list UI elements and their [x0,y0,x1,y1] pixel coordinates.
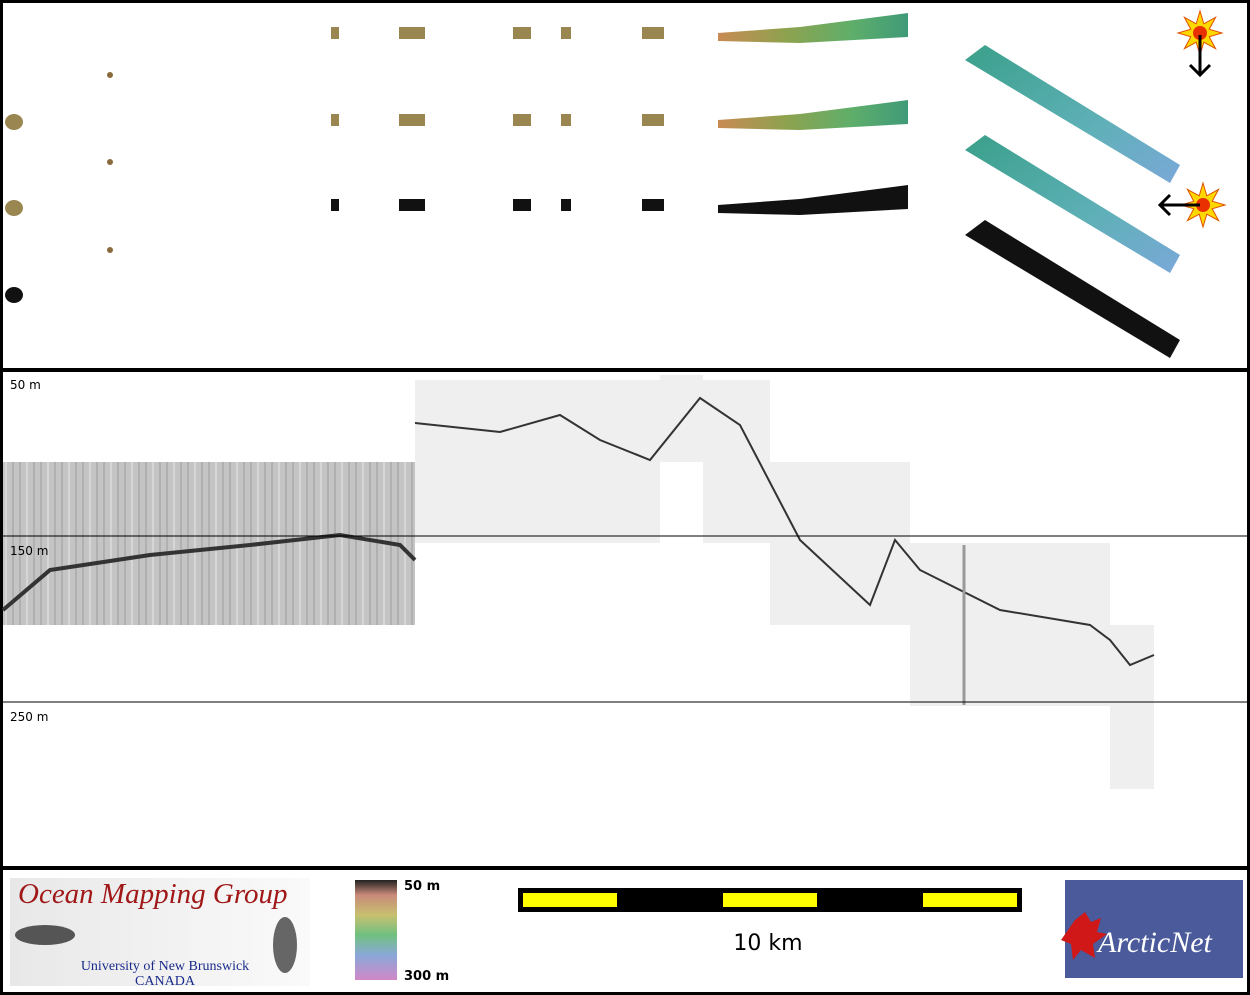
swath-panel [5,9,1227,358]
depth-label: 150 m [10,544,48,558]
swath-patch [399,199,425,211]
maple-leaf [1061,912,1107,960]
swath-patch [561,27,571,39]
scale-bar-segment [723,893,817,907]
swath-patch [399,114,425,126]
color-bar [355,880,397,980]
diagonal-swath [965,45,1180,183]
scale-bar: 10 km [518,888,1022,956]
swath-strip [718,100,908,130]
swath-patch [331,114,339,126]
swath-patch [5,200,23,216]
swath-patch [513,114,531,126]
logo-shape [15,925,75,945]
echogram-tile [770,462,910,625]
seafloor-trace [414,396,1155,667]
arrow [1188,35,1212,78]
swath-patch [642,199,664,211]
logo-shape [273,917,297,973]
depth-label: 50 m [10,378,41,392]
swath-patch [513,199,531,211]
swath-dot [107,247,113,253]
logo-title: Ocean Mapping Group [18,878,288,910]
arcticnet-logo: ArcticNet [1061,880,1243,978]
swath-patch [331,27,339,39]
logo-country: CANADA [135,974,196,989]
sun-core [1196,198,1210,212]
swath-strip [718,13,908,43]
scale-bar-segment [923,893,1017,907]
swath-patch [561,114,571,126]
swath-patch [642,27,664,39]
sun-core [1193,26,1207,40]
logo-university: University of New Brunswick [81,959,249,974]
seafloor-trace [1,532,417,612]
echogram-tile [660,375,703,462]
logo-title: ArcticNet [1096,926,1213,959]
color-bar-top: 50 m [404,879,440,894]
swath-dot [107,72,113,78]
swath-dot [107,159,113,165]
diagonal-swath [965,135,1180,273]
echogram-tile [415,380,660,543]
swath-patch [331,199,339,211]
swath-strip [718,185,908,215]
arrow [1157,193,1200,217]
scale-bar-segment [523,893,617,907]
profile-panel [1,375,1155,789]
depth-label: 250 m [10,710,48,724]
swath-patch [5,114,23,130]
echogram-tile [910,543,1110,706]
omg-logo: Ocean Mapping Group University of New Br… [10,878,310,989]
swath-patch [399,27,425,39]
swath-patch [642,114,664,126]
swath-patch [5,287,23,303]
color-bar-bottom: 300 m [404,969,449,984]
echogram-tile [1110,625,1154,789]
swath-patch [513,27,531,39]
diagonal-swath [965,220,1180,358]
scale-bar-label: 10 km [733,931,802,956]
swath-patch [561,199,571,211]
